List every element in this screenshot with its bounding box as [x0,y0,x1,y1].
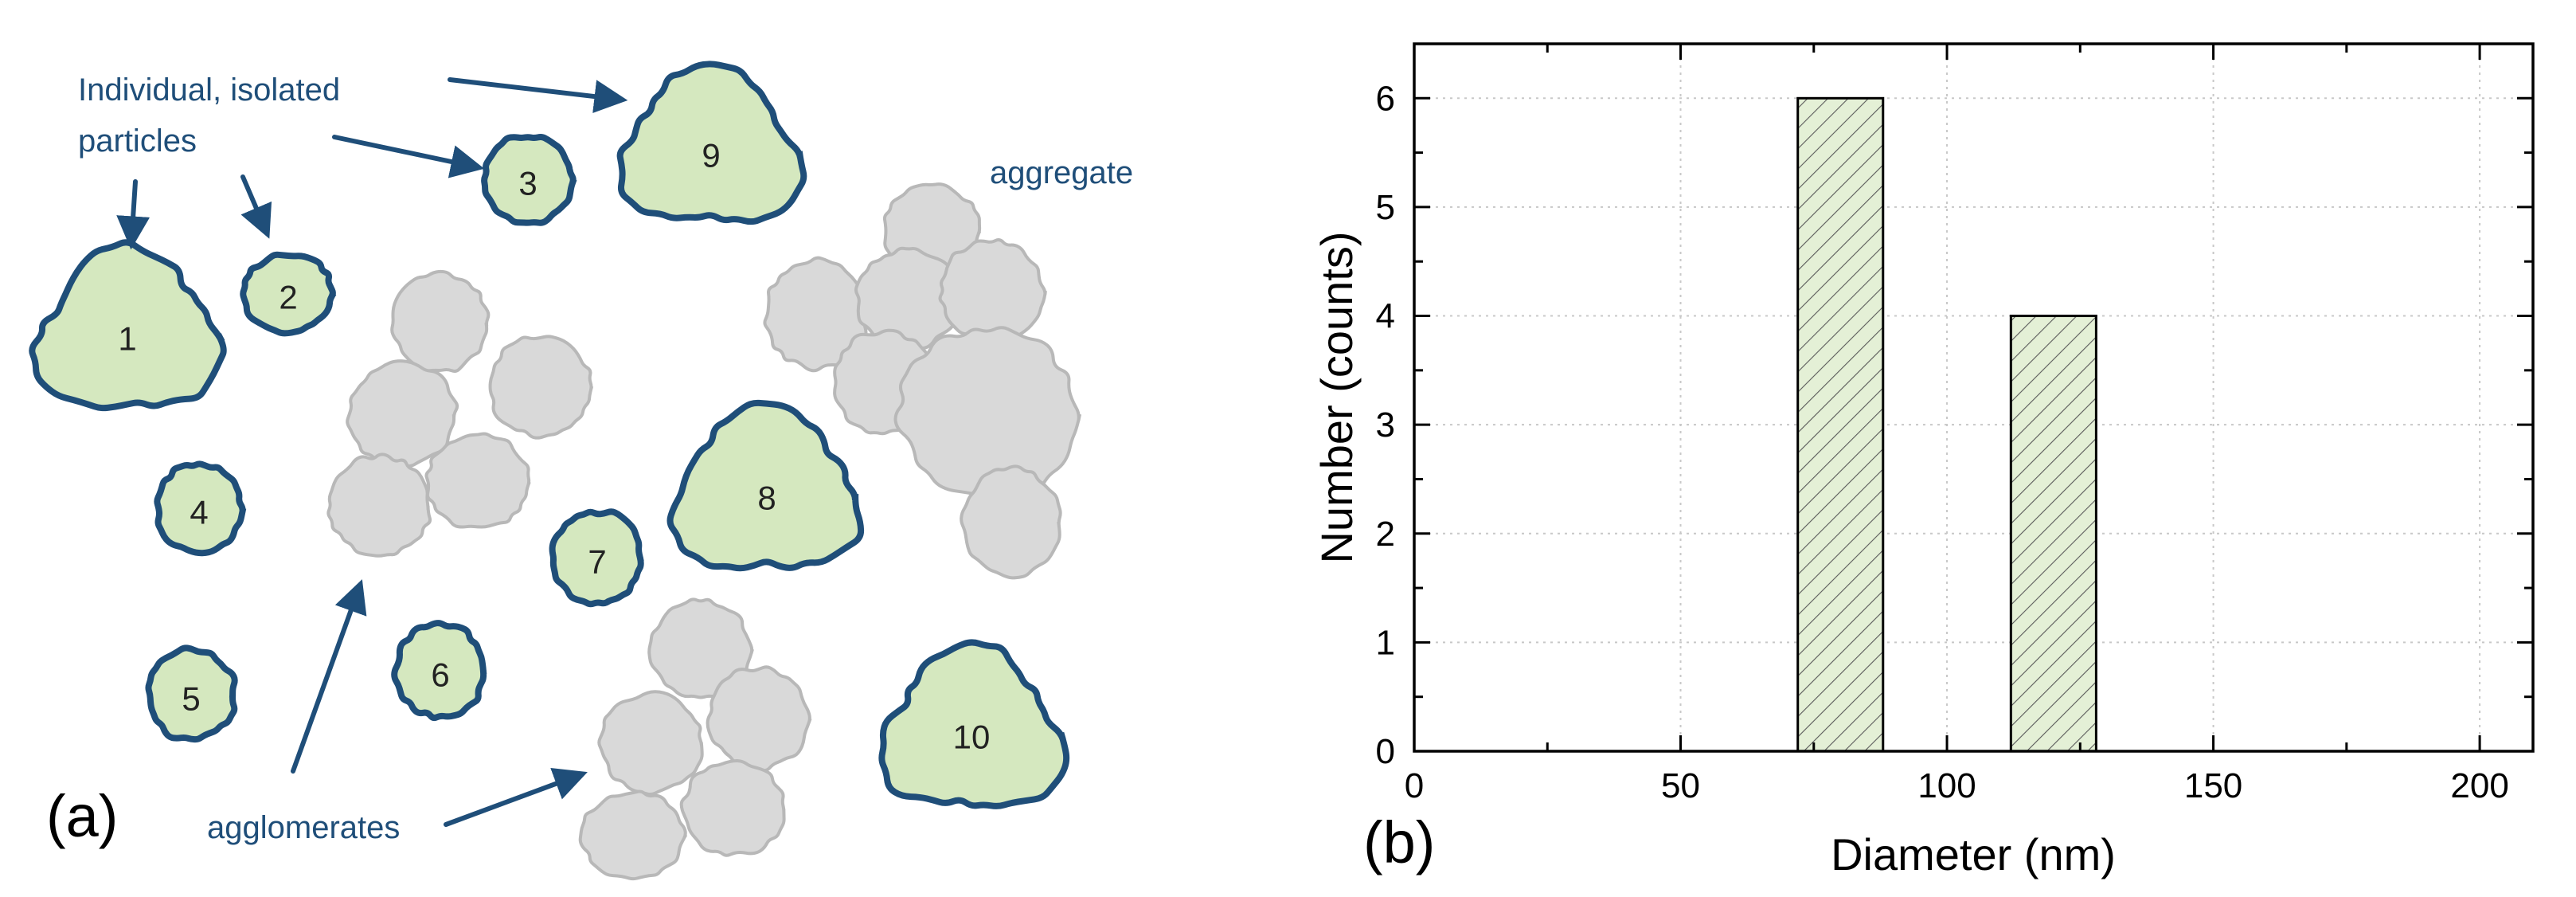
arrow-to-agglomerate-top [291,579,367,774]
grey-particle [578,789,688,881]
particle-5 [145,644,238,743]
grey-particle [679,759,786,857]
x-tick-label: 100 [1917,766,1976,805]
histogram-bar-1 [1796,96,1885,753]
chart-ticks [1413,44,2533,753]
arrow-to-agglomerate-bottom [444,767,588,827]
grey-particle [706,665,812,773]
grey-particle [390,269,491,374]
grey-particle [326,452,432,558]
annotation-isolated-line1: Individual, isolated [78,72,340,108]
y-tick-label: 0 [1376,732,1395,771]
particle-9 [616,61,807,225]
y-tick-label: 5 [1376,188,1395,227]
particle-9-label: 9 [702,137,720,174]
grey-particle [346,359,459,468]
particle-3 [481,134,577,226]
chart-tick-labels: 0 50 100 150 200 0 1 2 3 4 5 6 [1376,79,2509,805]
particle-3-label: 3 [518,165,537,202]
y-tick-label: 3 [1376,405,1395,445]
y-tick-label: 4 [1376,297,1395,336]
annotation-aggregate: aggregate [990,155,1133,190]
particle-8-label: 8 [757,480,776,517]
grey-particle [488,335,594,440]
arrow-to-particle-9 [448,77,628,113]
arrow-to-particle-2 [240,174,272,239]
particle-6 [391,620,487,722]
particle-1-label: 1 [118,320,136,358]
particle-2-label: 2 [279,279,297,316]
x-axis-title: Diameter (nm) [1831,829,2116,879]
y-tick-label: 6 [1376,79,1395,118]
aggregate-and-agglomerate-particles [326,182,1082,881]
chart-gridlines [1414,44,2533,751]
x-tick-label: 200 [2450,766,2508,805]
y-tick-label: 2 [1376,515,1395,554]
particle-10-label: 10 [953,719,991,756]
particle-1 [29,239,227,412]
particle-2 [240,251,337,337]
panel-a-illustration: 1 2 3 4 5 6 7 8 9 10 Individual, isolated particl… [29,61,1133,881]
particle-6-label: 6 [431,656,449,694]
histogram-bar-2 [2009,315,2097,753]
x-tick-label: 0 [1405,766,1424,805]
particle-5-label: 5 [182,680,200,718]
grey-particle [938,238,1047,345]
chart-bars [1796,96,2097,753]
y-tick-label: 1 [1376,623,1395,662]
grey-particle [424,432,531,529]
grey-particle [960,464,1062,580]
particle-7 [549,508,644,608]
particle-4-label: 4 [190,494,208,531]
panel-a-label: (a) [46,783,118,849]
particle-7-label: 7 [588,543,606,581]
particle-4 [154,460,247,557]
grey-particle [854,246,962,351]
grey-particle [597,690,704,797]
y-axis-title: Number (counts) [1311,231,1362,563]
x-tick-label: 50 [1661,766,1700,805]
annotation-isolated-line2: particles [78,123,197,159]
particle-10 [878,639,1070,809]
x-tick-label: 150 [2184,766,2242,805]
arrow-to-particle-1 [116,179,150,250]
annotation-agglomerates: agglomerates [207,810,400,845]
particle-8 [666,399,865,572]
plot-frame [1413,42,2535,753]
panel-b-label: (b) [1363,809,1435,875]
annotation-arrows [116,77,628,827]
panel-b-histogram: 0 50 100 150 200 0 1 2 3 4 5 6 Diameter (nm) Number… [1311,42,2535,879]
arrow-to-particle-3 [332,135,485,178]
isolated-particles: 1 2 3 4 5 6 7 8 9 10 [29,61,1070,809]
